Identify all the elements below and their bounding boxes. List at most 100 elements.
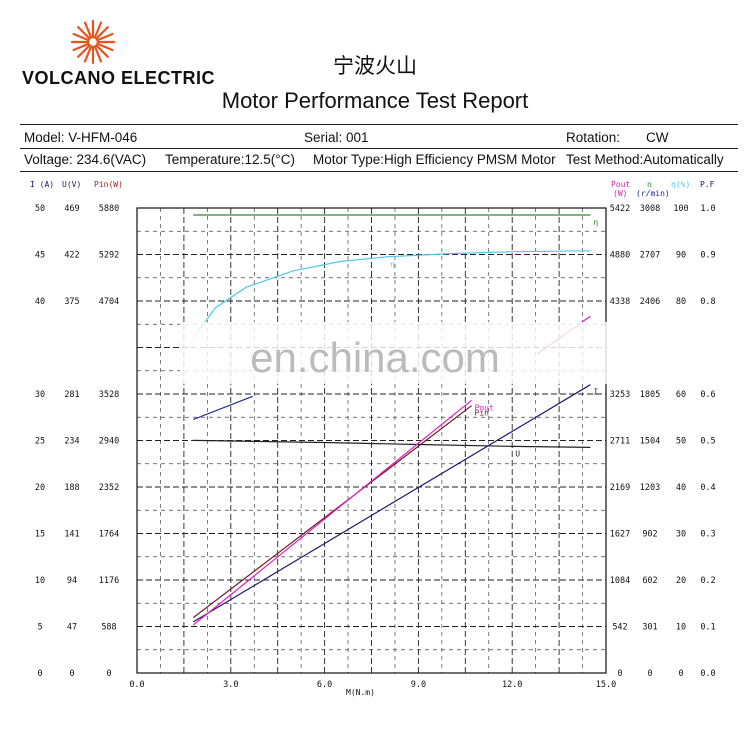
logo-ray xyxy=(96,32,114,42)
right-axis-tick-label: 2169 xyxy=(610,483,630,493)
left-axis-tick-label: 4704 xyxy=(99,297,119,307)
series-label-4: Pin xyxy=(475,409,490,418)
right-axis-tick-label: 0 xyxy=(647,669,652,679)
right-axis-tick-label: 0.9 xyxy=(700,251,715,261)
right-axis-tick-label: 3253 xyxy=(610,390,630,400)
right-axis-tick-label: 90 xyxy=(676,251,686,261)
logo-ray xyxy=(95,44,109,58)
logo-ray xyxy=(93,45,103,63)
right-axis-tick-label: 542 xyxy=(612,623,627,633)
left-axis-tick-label: 375 xyxy=(64,297,79,307)
x-axis-tick-label: 0.0 xyxy=(129,680,144,690)
left-axis-tick-label: 1176 xyxy=(99,576,119,586)
x-axis-tick-label: 3.0 xyxy=(223,680,238,690)
volcano-logo-icon xyxy=(70,19,116,65)
right-axis-tick-label: 60 xyxy=(676,390,686,400)
right-axis-tick-label: 80 xyxy=(676,297,686,307)
x-axis-label: M(N.m) xyxy=(346,688,375,697)
left-axis-tick-label: 50 xyxy=(35,204,45,214)
left-axis-tick-label: 0 xyxy=(106,669,111,679)
logo-ray xyxy=(95,26,109,40)
right-axis-tick-label: 0 xyxy=(678,669,683,679)
left-axis-tick-label: 20 xyxy=(35,483,45,493)
logo-center xyxy=(87,36,99,48)
right-axis-tick-label: 0.2 xyxy=(700,576,715,586)
left-axis-tick-label: 422 xyxy=(64,251,79,261)
watermark-text: en.china.com xyxy=(250,334,500,381)
axis-header-pin: Pin(W) xyxy=(94,180,123,189)
left-axis-tick-label: 15 xyxy=(35,530,45,540)
right-axis-tick-label: 5422 xyxy=(610,204,630,214)
rotation-value: CW xyxy=(646,130,669,145)
motor-type-info: Motor Type:High Efficiency PMSM Motor xyxy=(313,152,556,167)
right-axis-tick-label: 1.0 xyxy=(700,204,715,214)
left-axis-tick-label: 45 xyxy=(35,251,45,261)
bottom-rule xyxy=(20,171,738,172)
logo-ray xyxy=(83,45,93,63)
temperature-info: Temperature:12.5(°C) xyxy=(165,152,295,167)
right-axis-tick-label: 100 xyxy=(673,204,688,214)
left-axis-tick-label: 5 xyxy=(37,623,42,633)
left-axis-tick-label: 469 xyxy=(64,204,79,214)
left-axis-tick-label: 3528 xyxy=(99,390,119,400)
right-axis-tick-label: 902 xyxy=(642,530,657,540)
series-label-5: Pout xyxy=(475,403,494,412)
mid-rule xyxy=(20,148,738,149)
series-label-1: η xyxy=(390,260,395,269)
right-axis-tick-label: 0.3 xyxy=(700,530,715,540)
serial-info: Serial: 001 xyxy=(304,130,369,145)
x-axis-tick-label: 15.0 xyxy=(596,680,616,690)
series-line-5 xyxy=(192,399,472,626)
right-axis-tick-label: 4880 xyxy=(610,251,630,261)
series-label-2: U xyxy=(515,449,520,458)
right-axis-tick-label: 0.4 xyxy=(700,483,715,493)
right-axis-tick-label: 40 xyxy=(676,483,686,493)
right-axis-tick-label: 1084 xyxy=(610,576,630,586)
logo-ray xyxy=(77,44,91,58)
right-axis-tick-label: 2406 xyxy=(640,297,660,307)
right-axis-tick-label: 20 xyxy=(676,576,686,586)
right-axis-tick-label: 2711 xyxy=(610,437,630,447)
right-axis-tick-label: 0 xyxy=(617,669,622,679)
chinese-title: 宁波火山 xyxy=(333,54,417,78)
left-axis-tick-label: 30 xyxy=(35,390,45,400)
series-line-4 xyxy=(192,405,472,619)
left-axis-tick-label: 0 xyxy=(37,669,42,679)
voltage-info: Voltage: 234.6(VAC) xyxy=(24,152,147,167)
right-axis-tick-label: 602 xyxy=(642,576,657,586)
series-line-7 xyxy=(193,395,253,421)
model-info: Model: V-HFM-046 xyxy=(24,130,138,145)
left-axis-tick-label: 2352 xyxy=(99,483,119,493)
right-axis-tick-label: 0.6 xyxy=(700,390,715,400)
right-axis-tick-label: 0.8 xyxy=(700,297,715,307)
right-axis-tick-label: 0.5 xyxy=(700,437,715,447)
logo-ray xyxy=(93,21,103,39)
axis-header-pf: P.F xyxy=(700,180,715,189)
right-axis-tick-label: 1805 xyxy=(640,390,660,400)
left-axis-tick-label: 10 xyxy=(35,576,45,586)
left-axis-tick-label: 141 xyxy=(64,530,79,540)
left-axis-tick-label: 25 xyxy=(35,437,45,447)
left-axis-tick-label: 234 xyxy=(64,437,79,447)
left-axis-tick-label: 281 xyxy=(64,390,79,400)
report-title: Motor Performance Test Report xyxy=(221,88,529,113)
right-axis-tick-label: 3008 xyxy=(640,204,660,214)
left-axis-tick-label: 588 xyxy=(101,623,116,633)
right-axis-tick-label: 1504 xyxy=(640,437,660,447)
logo-ray xyxy=(96,42,114,52)
axis-header-pout-unit: (W) xyxy=(613,189,628,198)
left-axis-tick-label: 1764 xyxy=(99,530,119,540)
axis-header-voltage: U(V) xyxy=(62,180,82,189)
left-axis-tick-label: 47 xyxy=(67,623,77,633)
axis-header-pout: Pout xyxy=(611,180,631,189)
right-axis-tick-label: 0.1 xyxy=(700,623,715,633)
plot-border xyxy=(136,207,607,674)
axis-header-current: I (A) xyxy=(30,180,55,189)
x-axis-tick-label: 12.0 xyxy=(502,680,522,690)
logo-ray xyxy=(72,42,90,52)
test-method-info: Test Method:Automatically xyxy=(566,152,724,167)
right-axis-tick-label: 4338 xyxy=(610,297,630,307)
right-axis-tick-label: 50 xyxy=(676,437,686,447)
series-label-0: η xyxy=(593,218,598,227)
